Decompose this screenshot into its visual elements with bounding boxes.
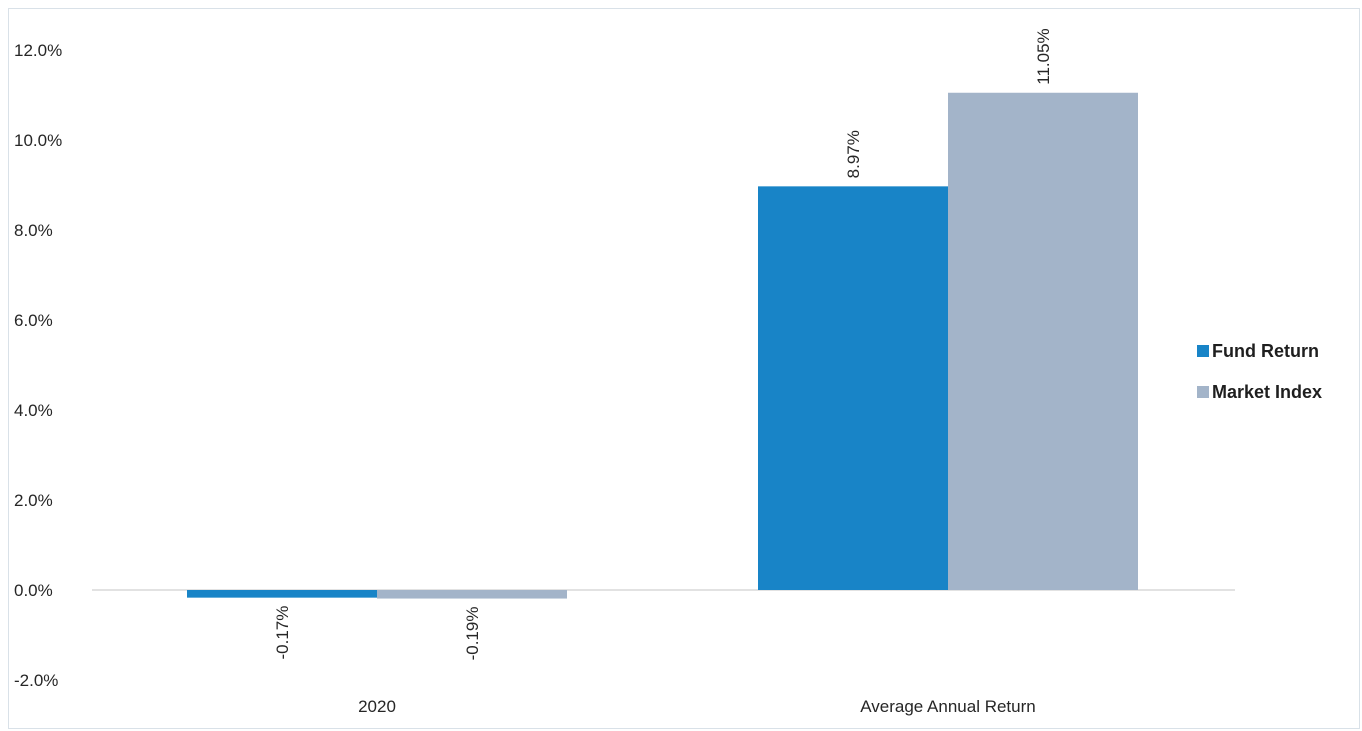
legend-swatch [1197,345,1209,357]
legend-swatch [1197,386,1209,398]
legend: Fund Return Market Index [1197,341,1322,402]
y-tick-label: 4.0% [14,401,53,420]
y-tick-label: -2.0% [14,671,58,690]
y-tick-label: 0.0% [14,581,53,600]
data-label: 8.97% [844,130,863,178]
data-labels-group: -0.17% -0.19% 8.97% 11.05% [273,28,1053,660]
bar-fund-return [187,590,377,598]
legend-label: Fund Return [1212,341,1319,361]
data-label: -0.19% [463,607,482,661]
bar-market-index [948,92,1138,590]
bar-market-index [377,590,567,599]
x-category-label: 2020 [358,697,396,716]
legend-label: Market Index [1212,382,1322,402]
data-label: -0.17% [273,606,292,660]
y-tick-label: 10.0% [14,131,62,150]
y-tick-label: 8.0% [14,221,53,240]
x-category-label: Average Annual Return [860,697,1035,716]
data-label: 11.05% [1034,28,1053,84]
x-axis-category-labels: 2020 Average Annual Return [358,697,1036,716]
bar-fund-return [758,186,948,590]
bar-series-group [187,92,1138,599]
y-tick-label: 6.0% [14,311,53,330]
y-tick-label: 12.0% [14,41,62,60]
y-axis-tick-labels: -2.0% 0.0% 2.0% 4.0% 6.0% 8.0% 10.0% 12.0% [14,41,62,690]
y-tick-label: 2.0% [14,491,53,510]
